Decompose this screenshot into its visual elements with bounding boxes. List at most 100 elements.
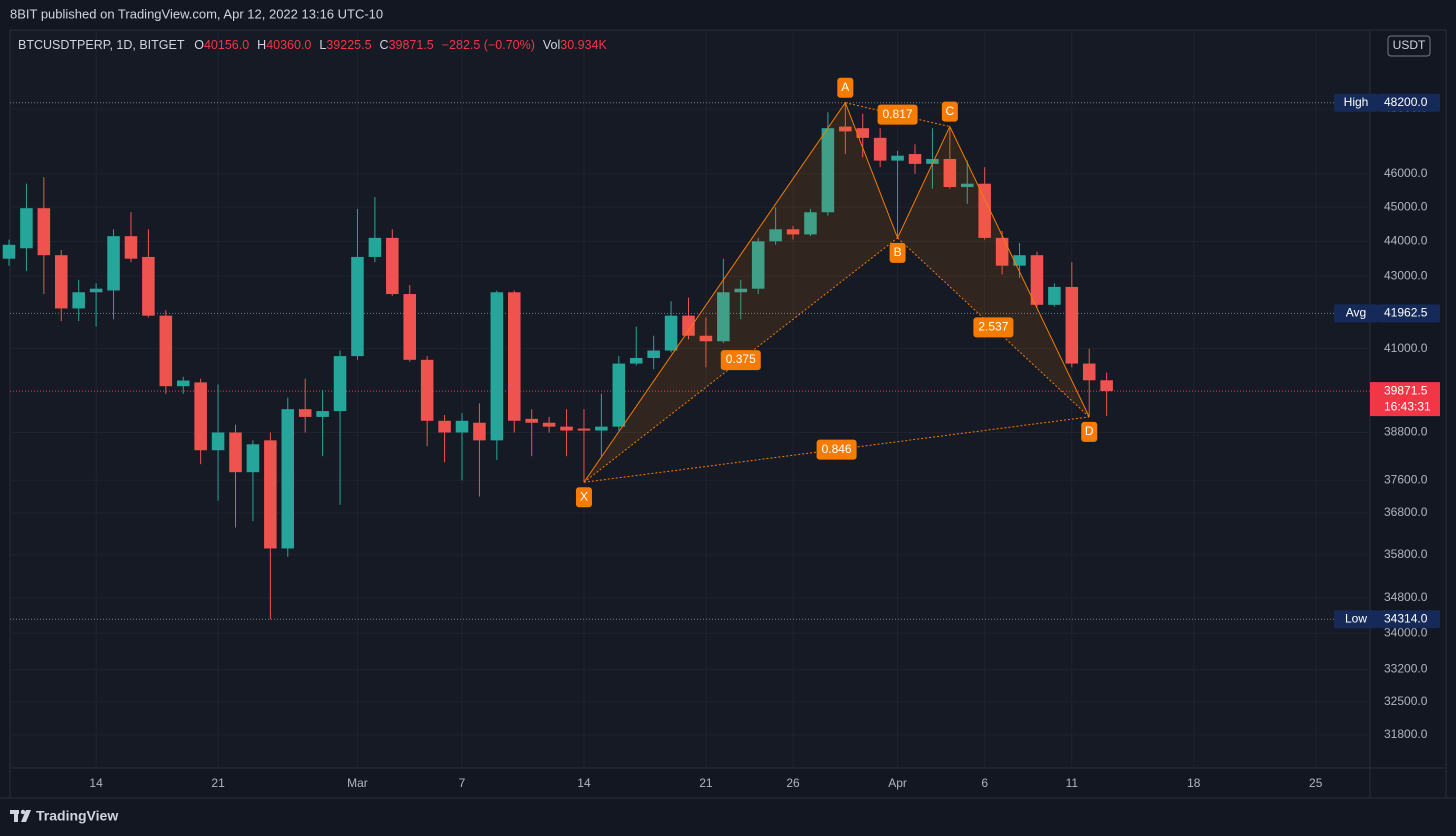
candle-body xyxy=(316,411,329,417)
candle-body xyxy=(386,237,399,295)
x-tick-label: 14 xyxy=(89,776,103,790)
y-tick-label: 36800.0 xyxy=(1384,505,1428,519)
candle-body xyxy=(490,292,504,441)
candle-body xyxy=(1065,286,1079,364)
x-tick-label: Mar xyxy=(347,776,368,790)
candle-body xyxy=(333,356,347,412)
vol-label: Vol xyxy=(543,38,560,52)
x-tick-label: 26 xyxy=(786,776,800,790)
high: 40360.0 xyxy=(266,38,311,52)
level-value: 48200.0 xyxy=(1384,95,1428,109)
candle-body xyxy=(124,236,138,259)
candle-body xyxy=(525,418,538,423)
candle-body xyxy=(560,426,573,431)
level-value-box xyxy=(1378,93,1440,112)
level-value-box xyxy=(1378,610,1440,629)
symbol: BTCUSDTPERP, 1D, BITGET xyxy=(18,38,185,52)
candle-body xyxy=(403,294,417,360)
ratio-box xyxy=(720,350,761,371)
candle-body xyxy=(507,292,521,421)
point-box xyxy=(889,242,906,263)
point-box xyxy=(1081,421,1098,442)
candle-body xyxy=(717,292,730,342)
point-label: B xyxy=(894,245,902,259)
candle-body xyxy=(682,315,695,336)
candle-body xyxy=(54,255,68,309)
y-tick-label: 37600.0 xyxy=(1384,472,1428,486)
level-value-box xyxy=(1378,304,1440,323)
x-tick-label: 21 xyxy=(699,776,713,790)
candle-body xyxy=(1082,363,1096,381)
candle-body xyxy=(246,444,260,473)
candle-body xyxy=(908,154,922,164)
candle-body xyxy=(873,137,887,161)
y-tick-label: 32500.0 xyxy=(1384,694,1428,708)
y-tick-label: 38800.0 xyxy=(1384,425,1428,439)
point-box xyxy=(575,487,592,508)
low: 39225.5 xyxy=(326,38,371,52)
y-tick-label: 35800.0 xyxy=(1384,547,1428,561)
point-label: A xyxy=(841,80,849,94)
candle-body xyxy=(699,335,713,342)
candle-body xyxy=(351,256,364,357)
ratio-label: 0.817 xyxy=(883,107,913,121)
candle-body xyxy=(804,212,817,235)
y-tick-label: 31800.0 xyxy=(1384,727,1428,741)
candle-body xyxy=(943,158,957,188)
ratio-box xyxy=(877,104,918,125)
close: 39871.5 xyxy=(389,38,434,52)
candle-body xyxy=(891,155,904,161)
candle-body xyxy=(1100,380,1113,392)
ratio-label: 2.537 xyxy=(978,320,1008,334)
c-label: C xyxy=(380,38,389,52)
legend: BTCUSDTPERP, 1D, BITGET O40156.0 H40360.0 L… xyxy=(18,38,607,52)
point-box xyxy=(837,77,854,98)
brand[interactable]: TradingView xyxy=(36,808,118,824)
candle-body xyxy=(595,426,608,431)
candle-body xyxy=(142,256,155,316)
currency-box[interactable] xyxy=(1387,35,1431,57)
level-value: 41962.5 xyxy=(1384,306,1428,320)
candle-body xyxy=(542,422,556,427)
x-tick-label: 25 xyxy=(1309,776,1323,790)
candles xyxy=(2,102,1113,620)
candle-body xyxy=(72,292,85,309)
candle-body xyxy=(995,237,1009,266)
candle-body xyxy=(264,440,277,549)
y-tick-label: 34000.0 xyxy=(1384,625,1428,639)
grid xyxy=(10,30,1370,768)
candle-body xyxy=(159,315,173,387)
open: 40156.0 xyxy=(204,38,249,52)
candle-body xyxy=(769,229,782,242)
candle-body xyxy=(420,359,434,421)
y-tick-label: 43000.0 xyxy=(1384,268,1428,282)
l-label: L xyxy=(319,38,326,52)
pattern: 0.375 0.817 2.537 0.846 X A B C D xyxy=(575,77,1098,508)
level-name: Avg xyxy=(1346,306,1366,320)
o-label: O xyxy=(194,38,204,52)
candle-body xyxy=(368,237,382,257)
point-label: D xyxy=(1085,424,1094,438)
point-box xyxy=(941,101,958,122)
candle-body xyxy=(89,288,103,293)
candle-body xyxy=(629,357,643,364)
y-tick-label: 34800.0 xyxy=(1384,590,1428,604)
ratio-label: 0.375 xyxy=(726,352,756,366)
pattern-fill xyxy=(583,102,898,483)
x-tick-label: 21 xyxy=(211,776,225,790)
plot-area xyxy=(10,30,1370,768)
currency[interactable]: USDT xyxy=(1393,38,1426,52)
candle-body xyxy=(577,428,591,431)
candle-body xyxy=(211,432,225,451)
candle-body xyxy=(455,420,469,433)
candle-body xyxy=(2,244,16,259)
candle-body xyxy=(664,315,678,351)
logo xyxy=(10,809,31,822)
level-name-box xyxy=(1334,610,1378,629)
point-label: C xyxy=(946,104,955,118)
ratio-line xyxy=(583,416,1090,483)
level-name-box xyxy=(1334,304,1378,323)
x-tick-label: 6 xyxy=(981,776,988,790)
x-tick-label: 18 xyxy=(1187,776,1201,790)
